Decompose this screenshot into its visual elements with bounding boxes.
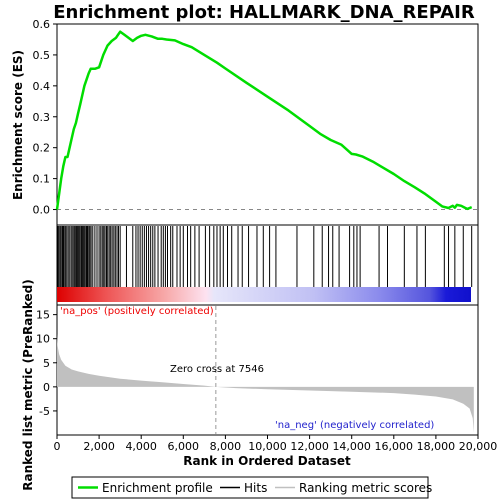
metric-area-layer xyxy=(57,306,474,434)
metric-y-axis: 15 10 5 0 -5 xyxy=(36,309,57,418)
metric-y-tick-label: 15 xyxy=(36,309,50,322)
es-y-tick-label: 0.6 xyxy=(33,18,51,31)
hits-layer xyxy=(57,226,473,287)
legend-label-metric: Ranking metric scores xyxy=(299,481,432,495)
legend-label-hits: Hits xyxy=(244,481,267,495)
x-tick-label: 10,000 xyxy=(248,440,287,453)
metric-y-tick-label: 0 xyxy=(43,381,50,394)
x-tick-label: 18,000 xyxy=(417,440,456,453)
x-tick-label: 0 xyxy=(54,440,61,453)
x-tick-label: 16,000 xyxy=(375,440,414,453)
es-y-tick-label: 0.4 xyxy=(33,80,51,93)
x-tick-label: 12,000 xyxy=(290,440,329,453)
es-panel-frame xyxy=(56,23,479,226)
es-y-axis-label: Enrichment score (ES) xyxy=(11,50,25,200)
chart-title: Enrichment plot: HALLMARK_DNA_REPAIR xyxy=(53,2,475,23)
ranking-metric-area xyxy=(57,333,474,433)
metric-panel-frame xyxy=(56,304,479,436)
zero-cross-label: Zero cross at 7546 xyxy=(170,364,264,375)
ranked-list-color-bar xyxy=(57,287,471,302)
x-tick-label: 20,000 xyxy=(459,440,498,453)
metric-y-tick-label: -5 xyxy=(39,405,50,418)
pos-correlated-label: 'na_pos' (positively correlated) xyxy=(60,306,214,317)
es-y-axis: 0.0 0.1 0.2 0.3 0.4 0.5 0.6 xyxy=(33,18,57,217)
metric-y-tick-label: 10 xyxy=(36,333,50,346)
legend-box xyxy=(71,476,429,499)
es-y-tick-label: 0.3 xyxy=(33,111,51,124)
x-tick-label: 4,000 xyxy=(125,440,157,453)
metric-y-tick-label: 5 xyxy=(43,357,50,370)
enrichment-profile-line xyxy=(55,30,473,211)
x-tick-label: 6,000 xyxy=(168,440,200,453)
x-axis-label: Rank in Ordered Dataset xyxy=(183,454,351,468)
es-y-tick-label: 0.2 xyxy=(33,142,51,155)
metric-y-axis-label: Ranked list metric (PreRanked) xyxy=(21,279,35,491)
legend-label-enrichment: Enrichment profile xyxy=(102,481,213,495)
neg-correlated-label: 'na_neg' (negatively correlated) xyxy=(275,420,434,431)
es-y-tick-label: 0.0 xyxy=(33,204,51,217)
x-tick-label: 8,000 xyxy=(210,440,242,453)
es-y-tick-label: 0.1 xyxy=(33,173,51,186)
x-tick-label: 14,000 xyxy=(332,440,371,453)
enrichment-profile-layer xyxy=(55,30,473,211)
es-y-tick-label: 0.5 xyxy=(33,49,51,62)
x-tick-label: 2,000 xyxy=(83,440,115,453)
x-axis: 0 2,000 4,000 6,000 8,000 10,000 12,000 14,000 1… xyxy=(54,435,498,453)
